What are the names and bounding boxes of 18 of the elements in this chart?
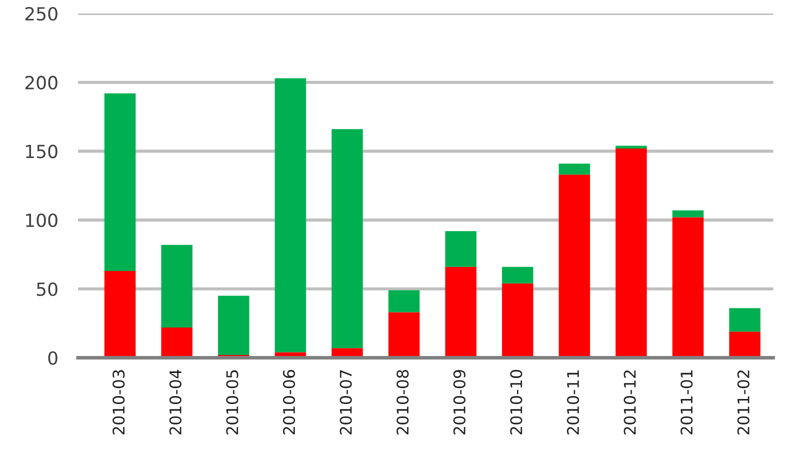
x-tick-label: 2010-12 [624,370,636,434]
x-tick-label: 2011-01 [680,370,693,434]
x-tick-label: 2010-06 [282,370,296,434]
x-tick-label: 2010-04 [169,370,182,434]
y-tick-label: 200 [25,76,58,90]
x-tick-label: 2010-10 [510,370,522,434]
x-tick-label: 2010-05 [226,370,238,434]
y-tick-label: 100 [26,214,58,228]
x-tick-label: 2011-02 [737,370,750,434]
y-tick-label: 250 [25,6,58,21]
x-tick-label: 2010-08 [396,370,409,434]
y-tick-label: 150 [26,144,58,158]
x-tick-label: 2010-11 [566,370,580,434]
y-tick-label: 50 [36,282,58,296]
y-tick-label: 0 [48,351,58,365]
x-tick-label: 2010-03 [112,370,125,434]
x-tick-label: 2010-09 [453,370,466,434]
x-tick-label: 2010-07 [340,370,352,434]
